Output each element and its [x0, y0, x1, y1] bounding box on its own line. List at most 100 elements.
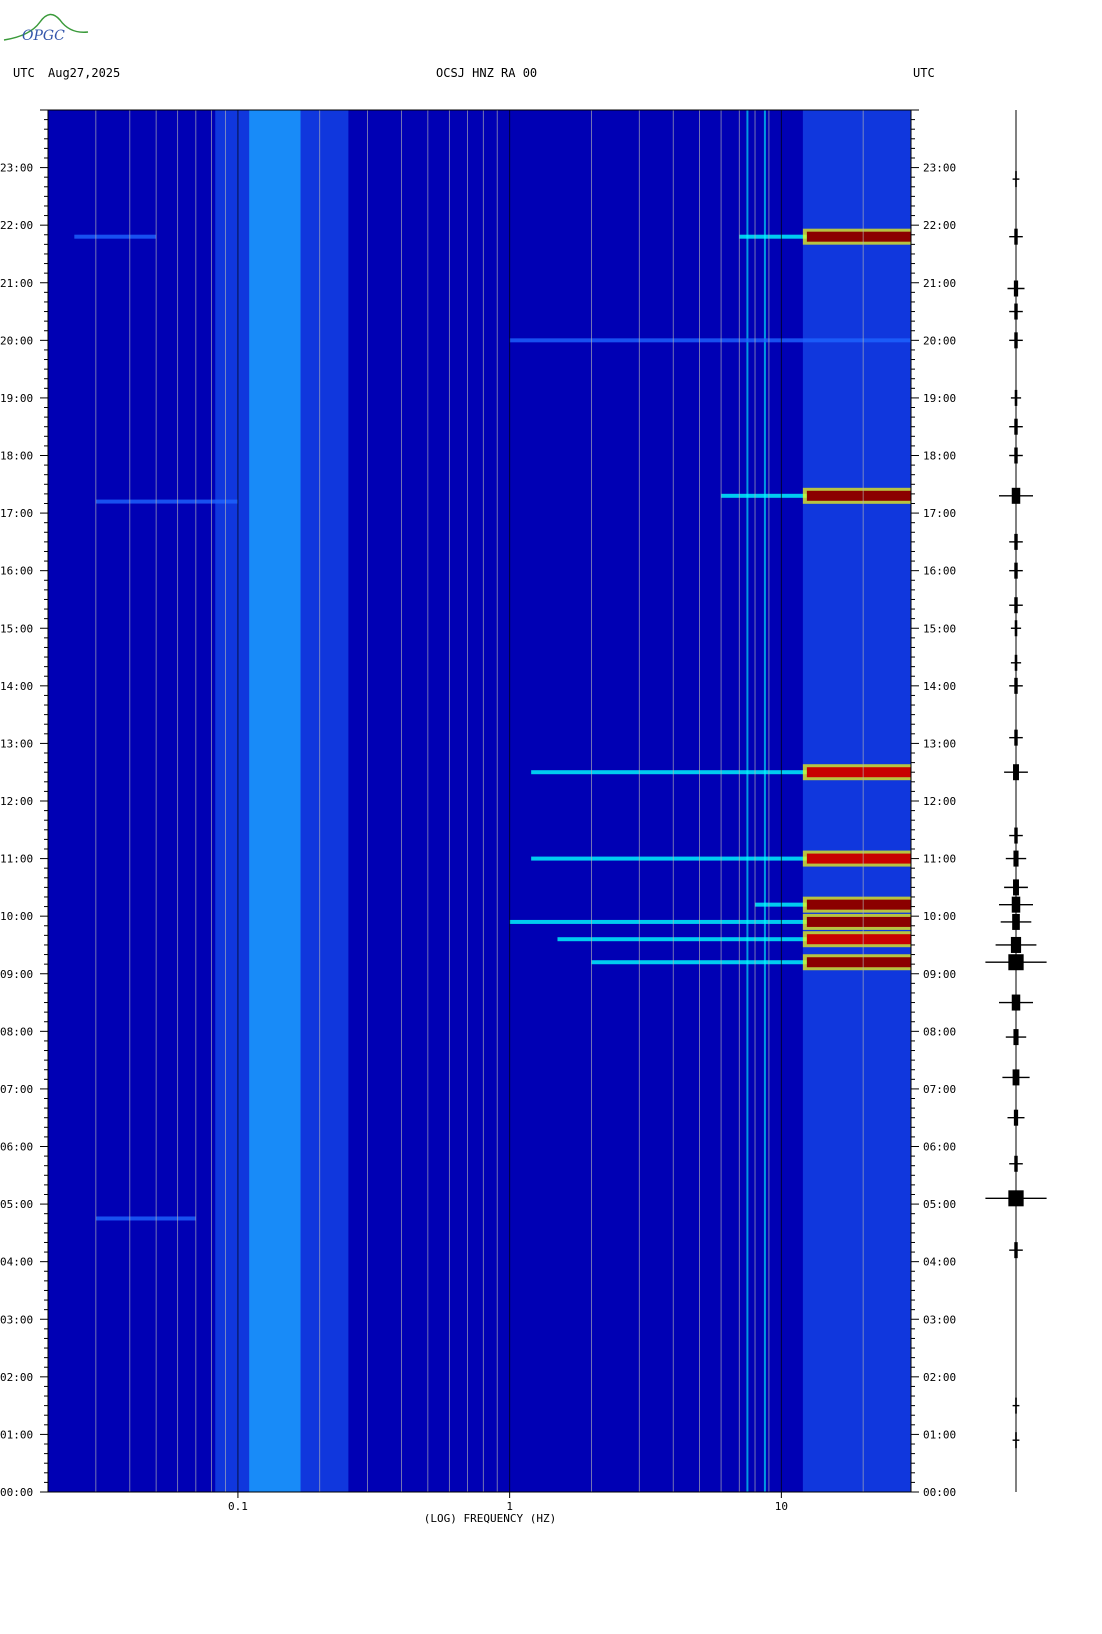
event-core: [806, 853, 911, 864]
y-tick-label-right: 18:00: [923, 450, 956, 463]
y-tick-label-left: 21:00: [0, 277, 33, 290]
seismogram-burst-body: [1014, 597, 1018, 614]
y-tick-label-left: 15:00: [0, 622, 33, 635]
event-core: [806, 957, 911, 968]
y-tick-label-left: 17:00: [0, 507, 33, 520]
event-core: [806, 490, 911, 501]
y-tick-label-right: 09:00: [923, 968, 956, 981]
event-streak: [74, 234, 157, 239]
y-tick-label-right: 06:00: [923, 1141, 956, 1154]
seismogram-burst-body: [1014, 303, 1018, 320]
event-streak: [509, 919, 911, 924]
x-tick-label: 10: [775, 1500, 788, 1513]
seismogram-burst-body: [1008, 954, 1024, 971]
y-tick-label-right: 16:00: [923, 565, 956, 578]
x-axis-label: (LOG) FREQUENCY (HZ): [423, 1512, 557, 1525]
seismogram-burst-body: [1012, 1069, 1020, 1086]
seismogram-burst-body: [1015, 1397, 1017, 1414]
y-tick-label-left: 03:00: [0, 1313, 33, 1326]
y-tick-label-left: 06:00: [0, 1141, 33, 1154]
y-axis-right: 00:00 01:00 02:00 03:00 04:00 05:00 06:00 07:00…: [911, 109, 956, 1499]
opgc-logo: OPGC: [3, 13, 89, 44]
y-tick-label-right: 05:00: [923, 1198, 956, 1211]
y-tick-label-right: 21:00: [923, 277, 956, 290]
y-tick-label-left: 01:00: [0, 1428, 33, 1441]
y-tick-label-left: 18:00: [0, 450, 33, 463]
high-frequency-noise-band: [802, 110, 911, 1492]
y-tick-label-left: 07:00: [0, 1083, 33, 1096]
seismogram-burst-body: [1014, 228, 1018, 245]
seismogram-burst-body: [1015, 1432, 1017, 1449]
date-label: Aug27,2025: [48, 66, 121, 80]
seismogram-burst-body: [1010, 936, 1022, 953]
seismogram-burst-body: [1014, 1242, 1018, 1259]
seismogram-burst-body: [1013, 850, 1019, 867]
y-axis-left: 00:00 01:00 02:00 03:00 04:00 05:00 06:00 07:00…: [0, 109, 48, 1499]
event-core: [806, 231, 911, 242]
station-label: OCSJ HNZ RA 00: [436, 66, 538, 80]
y-tick-label-right: 03:00: [923, 1313, 956, 1326]
seismogram-burst-body: [1011, 994, 1021, 1011]
y-tick-label-right: 11:00: [923, 853, 956, 866]
y-tick-label-right: 01:00: [923, 1428, 956, 1441]
y-tick-label-left: 04:00: [0, 1256, 33, 1269]
seismogram-burst-body: [1012, 913, 1020, 930]
seismogram-burst-body: [1014, 418, 1018, 435]
y-tick-label-right: 08:00: [923, 1025, 956, 1038]
x-tick-label: 0.1: [228, 1500, 248, 1513]
y-tick-label-left: 12:00: [0, 795, 33, 808]
y-tick-label-left: 22:00: [0, 219, 33, 232]
seismogram-burst-body: [1014, 729, 1018, 746]
y-tick-label-right: 23:00: [923, 162, 956, 175]
event-core: [806, 767, 911, 778]
y-tick-label-right: 12:00: [923, 795, 956, 808]
y-tick-label-right: 07:00: [923, 1083, 956, 1096]
y-tick-label-right: 17:00: [923, 507, 956, 520]
y-tick-label-left: 20:00: [0, 334, 33, 347]
seismogram-burst-body: [1011, 487, 1021, 504]
seismogram-burst-body: [1013, 1029, 1019, 1046]
microseism-band: [249, 110, 301, 1492]
y-tick-label-left: 11:00: [0, 853, 33, 866]
logo-text: OPGC: [22, 28, 65, 44]
seismogram-burst-body: [1014, 677, 1018, 694]
seismogram-trace: [985, 110, 1047, 1492]
y-tick-label-right: 04:00: [923, 1256, 956, 1269]
y-tick-label-right: 10:00: [923, 910, 956, 923]
seismogram-burst-body: [1015, 171, 1017, 188]
y-tick-label-right: 20:00: [923, 334, 956, 347]
y-tick-label-left: 19:00: [0, 392, 33, 405]
utc-label-right: UTC: [913, 66, 935, 80]
y-tick-label-right: 15:00: [923, 622, 956, 635]
event-core: [806, 934, 911, 945]
event-streak: [557, 937, 911, 942]
y-tick-label-left: 10:00: [0, 910, 33, 923]
utc-label-left: UTC: [13, 66, 35, 80]
seismogram-burst-body: [1014, 389, 1018, 406]
y-tick-label-left: 14:00: [0, 680, 33, 693]
event-streak: [95, 499, 238, 504]
x-tick-label: 1: [506, 1500, 513, 1513]
y-tick-label-right: 00:00: [923, 1486, 956, 1499]
y-tick-label-left: 13:00: [0, 737, 33, 750]
seismogram-burst-body: [1014, 533, 1018, 550]
y-tick-label-right: 02:00: [923, 1371, 956, 1384]
seismogram-burst-body: [1014, 1155, 1018, 1172]
y-tick-label-left: 05:00: [0, 1198, 33, 1211]
seismogram-burst-body: [1013, 879, 1019, 896]
seismogram-burst-body: [1008, 1190, 1024, 1207]
y-tick-label-right: 14:00: [923, 680, 956, 693]
seismogram-burst-body: [1011, 896, 1021, 913]
y-tick-label-left: 00:00: [0, 1486, 33, 1499]
seismogram-burst-body: [1014, 447, 1018, 464]
y-tick-label-left: 08:00: [0, 1025, 33, 1038]
x-axis: 0.1 1 10: [228, 1492, 788, 1513]
event-streak: [509, 338, 911, 343]
y-tick-label-left: 23:00: [0, 162, 33, 175]
event-streak: [95, 1216, 196, 1221]
seismogram-burst-body: [1013, 764, 1019, 781]
seismogram-burst-body: [1013, 280, 1019, 297]
y-tick-label-right: 22:00: [923, 219, 956, 232]
event-streak: [591, 960, 911, 965]
